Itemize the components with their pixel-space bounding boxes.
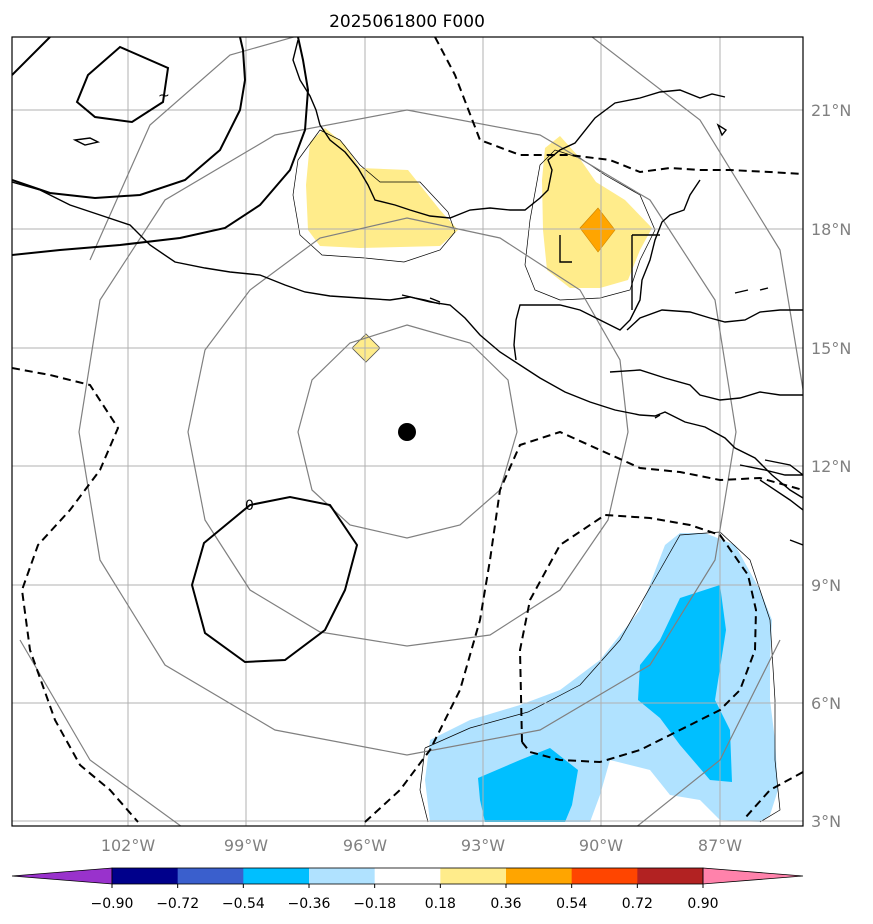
coastlines xyxy=(12,39,803,546)
lon-label: 96°W xyxy=(343,836,387,855)
map-panel: 0 ~ xyxy=(11,36,804,827)
pressure-contours-solid xyxy=(12,37,359,664)
distance-rings xyxy=(19,37,803,826)
lon-label: 99°W xyxy=(224,836,268,855)
lat-label: 21°N xyxy=(811,101,851,120)
colorbar-cell xyxy=(637,868,704,884)
lat-label: 12°N xyxy=(811,457,851,476)
lat-tick-labels: 21°N 18°N 15°N 12°N 9°N 6°N 3°N xyxy=(811,101,851,831)
pressure-contours-dashed xyxy=(12,37,803,823)
fill-outline-contours xyxy=(292,129,781,823)
colorbar-cell xyxy=(243,868,310,884)
positive-anomaly-fill xyxy=(306,128,652,363)
lon-tick-labels: 102°W 99°W 96°W 93°W 90°W 87°W xyxy=(101,836,742,855)
colorbar-extend-low xyxy=(11,867,113,885)
storm-center-marker xyxy=(398,423,416,441)
colorbar-extend-high xyxy=(702,867,804,885)
colorbar-tick-label: −0.54 xyxy=(222,896,265,912)
colorbar-cell xyxy=(571,868,638,884)
colorbar-tick-label: 0.36 xyxy=(490,896,521,912)
colorbar-tick-label: 0.90 xyxy=(687,896,718,912)
lon-label: 90°W xyxy=(579,836,623,855)
lat-label: 9°N xyxy=(811,576,841,595)
colorbar-tick-label: 0.72 xyxy=(622,896,653,912)
colorbar-tick-label: −0.18 xyxy=(353,896,396,912)
lon-label: 102°W xyxy=(101,836,156,855)
lat-label: 18°N xyxy=(811,220,851,239)
colorbar-cell xyxy=(440,868,507,884)
lat-label: 6°N xyxy=(811,694,841,713)
lat-label: 3°N xyxy=(811,812,841,831)
colorbar-tick-label: −0.90 xyxy=(91,896,134,912)
colorbar-cell xyxy=(506,868,573,884)
map-title: 2025061800 F000 xyxy=(329,12,485,32)
lon-label: 93°W xyxy=(461,836,505,855)
colorbar-frame xyxy=(111,867,704,885)
colorbar-tick-label: 0.54 xyxy=(556,896,587,912)
map-frame xyxy=(11,36,804,827)
lon-label: 87°W xyxy=(698,836,742,855)
colorbar-tick-label: −0.36 xyxy=(288,896,331,912)
colorbar: −0.90 −0.72 −0.54 −0.36 −0.18 0.18 0.36 0.54 0.7… xyxy=(11,867,804,912)
contour-label-zero: 0 xyxy=(245,498,254,514)
colorbar-cell xyxy=(309,868,376,884)
colorbar-cell xyxy=(112,868,179,884)
colorbar-tick-label: −0.72 xyxy=(156,896,199,912)
contour-label-tilde: ~ xyxy=(158,88,170,104)
colorbar-tick-label: 0.18 xyxy=(425,896,456,912)
colorbar-cell xyxy=(374,868,441,884)
colorbar-cell xyxy=(177,868,244,884)
lat-label: 15°N xyxy=(811,339,851,358)
